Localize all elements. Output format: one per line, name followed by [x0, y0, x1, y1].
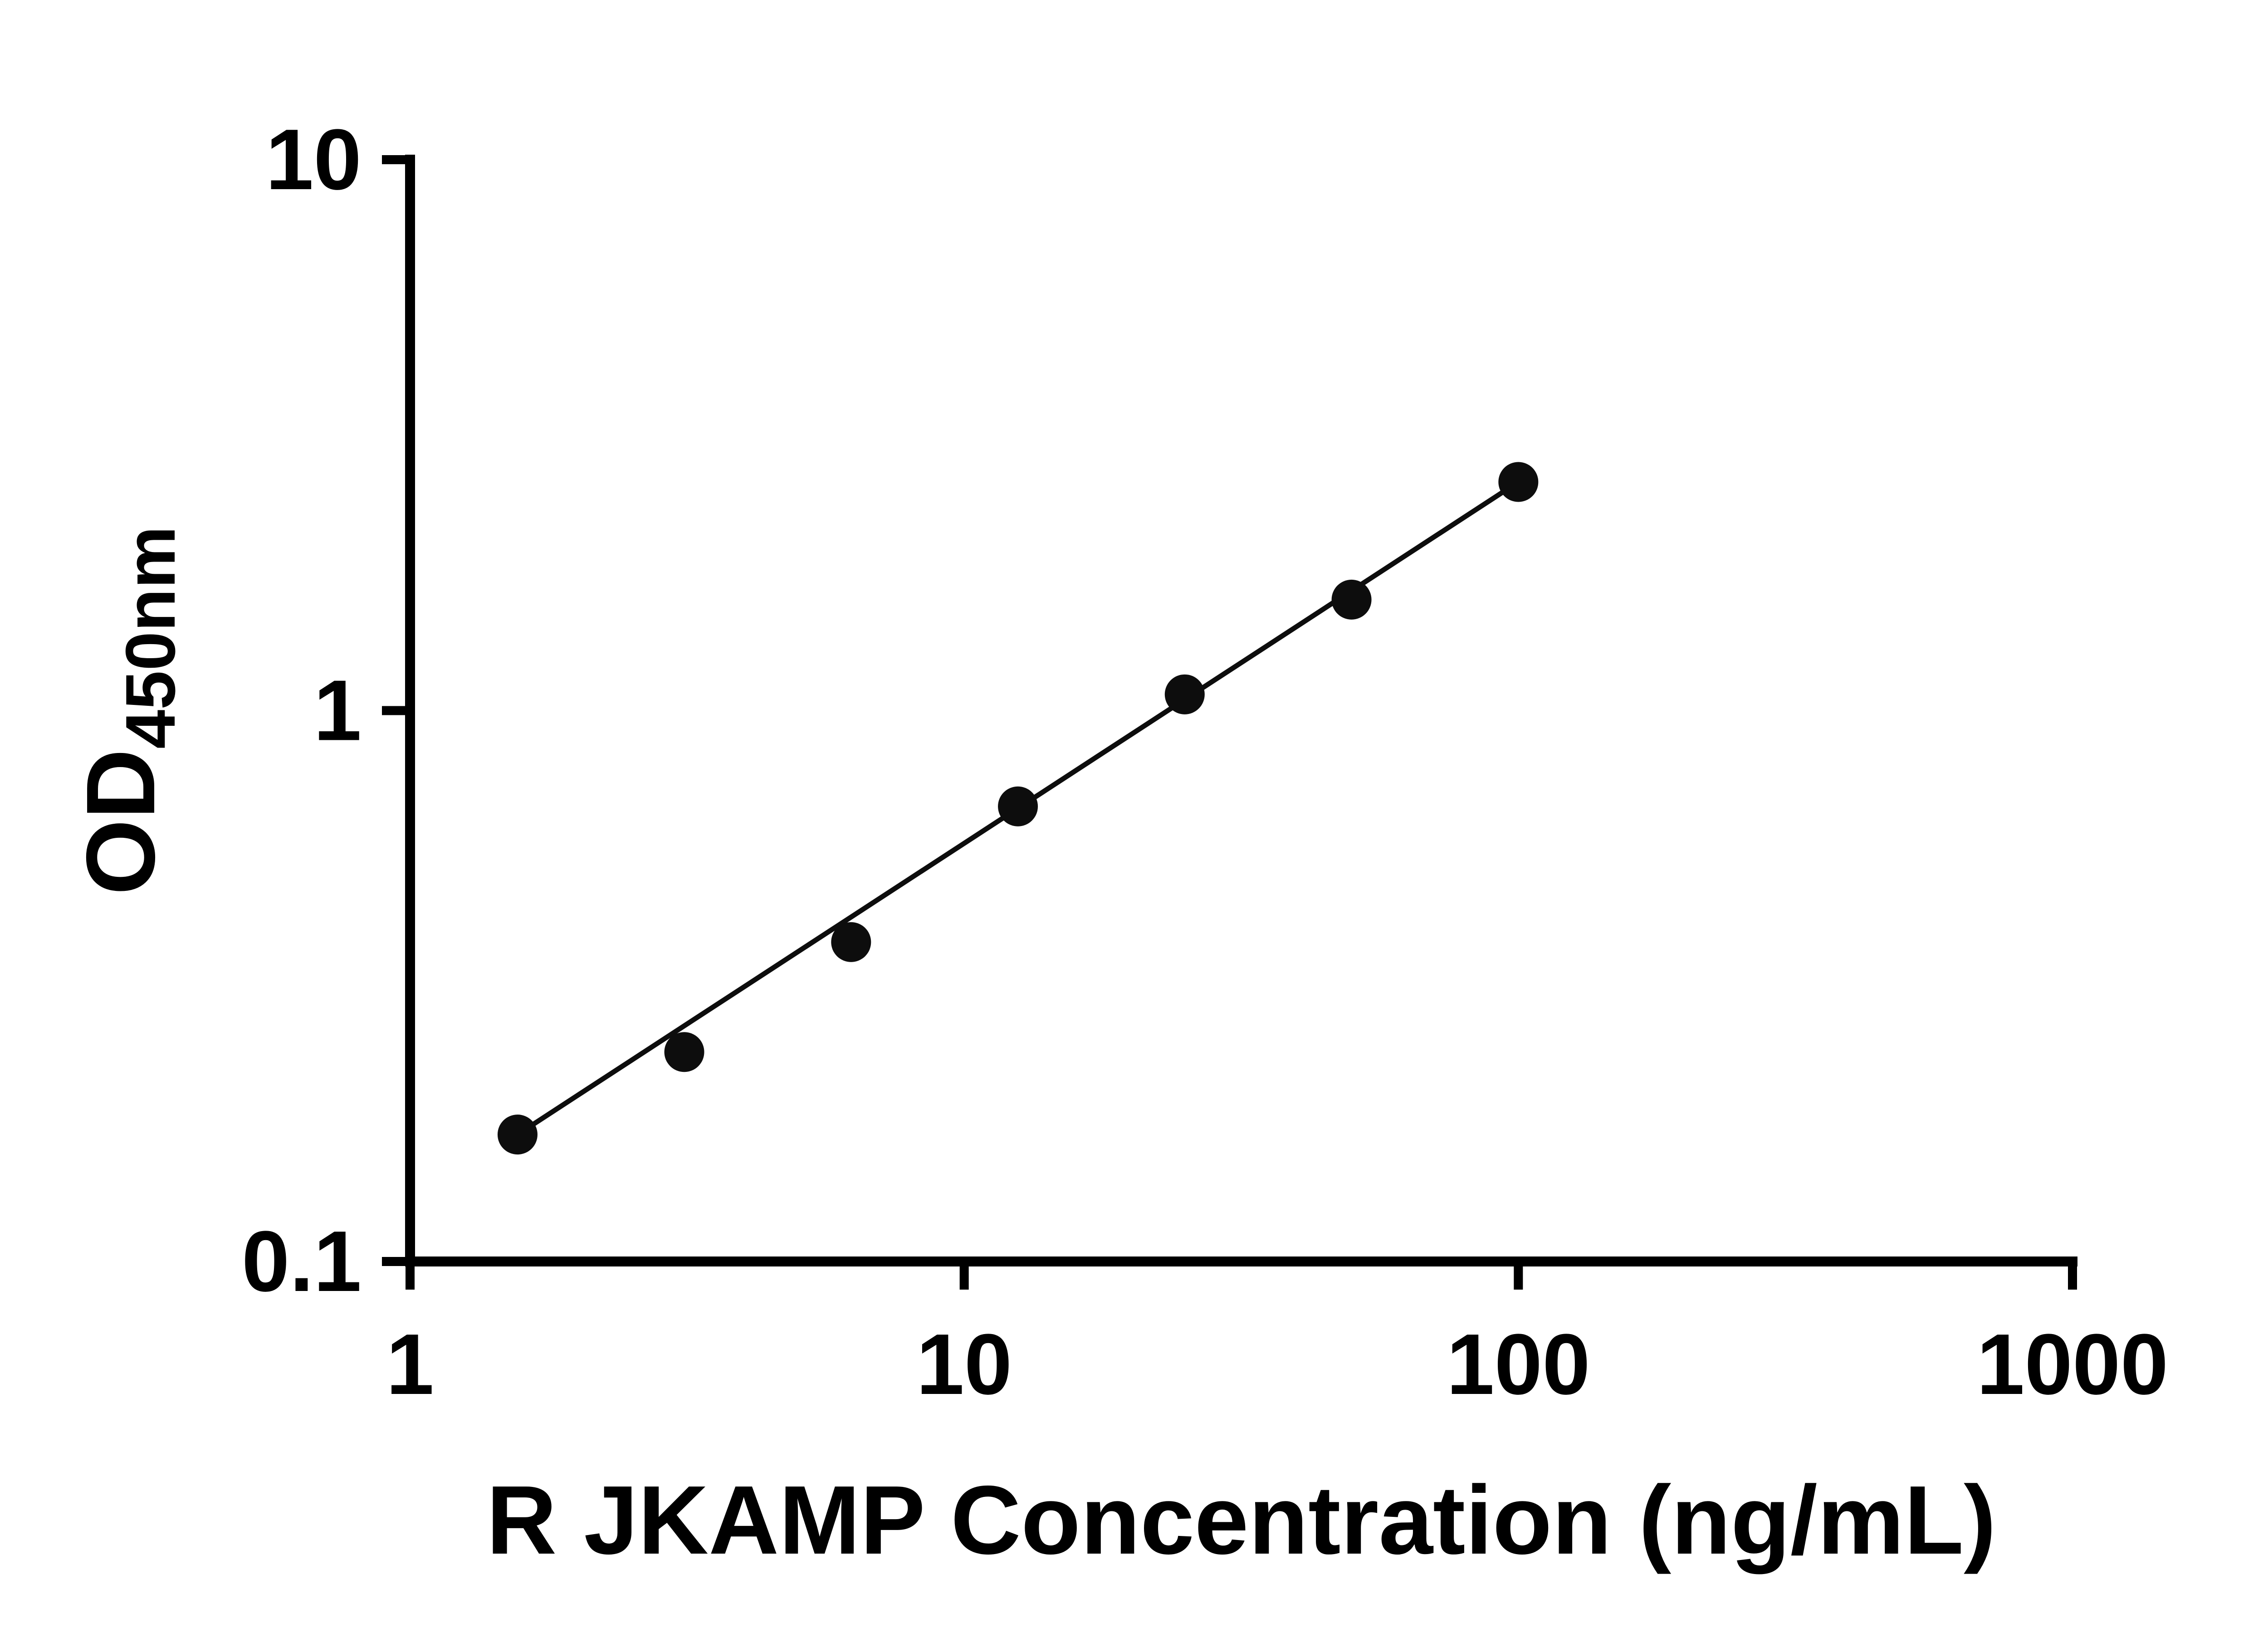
markers-layer: [497, 462, 1539, 1155]
x-axis-title: R JKAMP Concentration (ng/mL): [486, 1465, 1996, 1574]
x-tick-label: 1000: [1977, 1316, 2169, 1413]
axis-lines: [405, 155, 2077, 1266]
data-point: [1164, 674, 1205, 714]
y-tick-label: 1: [313, 663, 362, 759]
y-axis-title: OD450nm: [66, 526, 190, 895]
ticks-layer: [382, 155, 2077, 1290]
data-point: [831, 922, 871, 962]
data-point: [497, 1115, 538, 1155]
axis-titles-layer: R JKAMP Concentration (ng/mL) OD450nm: [66, 526, 1996, 1574]
data-point: [1498, 462, 1539, 502]
x-tick-label: 1: [386, 1316, 434, 1413]
data-point: [998, 786, 1038, 826]
y-axis-title-subscript: 450nm: [111, 526, 190, 749]
data-point: [1331, 579, 1372, 620]
y-tick-label: 10: [266, 112, 362, 208]
x-tick-label: 10: [916, 1316, 1012, 1413]
y-tick-label: 0.1: [242, 1213, 362, 1310]
axes-layer: [405, 155, 2077, 1266]
data-point: [664, 1032, 704, 1072]
x-tick-label: 100: [1447, 1316, 1590, 1413]
y-axis-title-main: OD: [66, 749, 175, 895]
